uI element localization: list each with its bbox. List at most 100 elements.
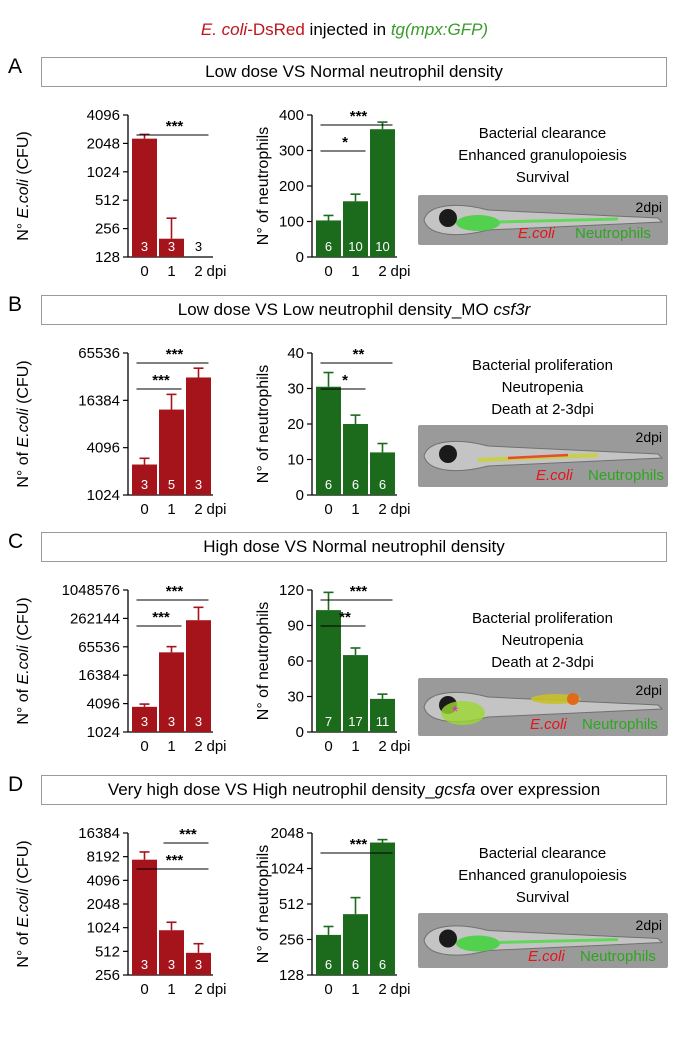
y-tick-label: 30	[287, 381, 304, 398]
n-label: 10	[348, 239, 362, 254]
panel-title-suffix: over expression	[475, 780, 601, 799]
panel-title-gene: csf3r	[493, 300, 531, 319]
bar	[186, 620, 211, 732]
neutrophil-signal	[497, 938, 619, 944]
y-tick-label: 200	[279, 178, 304, 195]
y-tick-label: 120	[279, 582, 304, 599]
bar	[132, 138, 157, 257]
n-label: 6	[352, 477, 359, 492]
note-line: Enhanced granulopoiesis	[458, 147, 627, 164]
y-tick-label: 20	[287, 416, 304, 433]
y-tick-label: 1024	[87, 724, 120, 741]
x-tick-label: 0	[140, 981, 148, 998]
n-label: 3	[195, 477, 202, 492]
x-tick-label: 1	[167, 981, 175, 998]
y-tick-label: 4096	[87, 872, 120, 889]
note-line: Bacterial proliferation	[472, 357, 613, 374]
n-label: 3	[141, 957, 148, 972]
y-tick-label: 40	[287, 345, 304, 362]
y-tick-label: 0	[296, 487, 304, 504]
bar	[132, 859, 157, 975]
bar	[316, 386, 341, 495]
n-label: 3	[168, 714, 175, 729]
n-label: 3	[195, 957, 202, 972]
panel-notes: Bacterial clearance Enhanced granulopoie…	[420, 843, 665, 909]
n-label: 6	[325, 239, 332, 254]
y-tick-label: 256	[95, 967, 120, 984]
n-label: 3	[195, 714, 202, 729]
n-label: 5	[168, 477, 175, 492]
n-label: 6	[379, 477, 386, 492]
y-tick-label: 16384	[78, 825, 120, 842]
y-tick-label: 1024	[271, 861, 304, 878]
ecoli-cfu-chart: 256 512 1024 2048 4096 8192 16384 N° of E.coli …	[15, 825, 227, 998]
y-tick-label: 0	[296, 724, 304, 741]
y-tick-label: 2048	[271, 825, 304, 842]
bar	[316, 934, 341, 975]
panel-label: D	[8, 773, 24, 796]
neutrophil-signal	[497, 217, 619, 224]
y-tick-label: 8192	[87, 849, 120, 866]
bar	[186, 952, 211, 975]
panel-title-text: High dose VS Normal neutrophil density	[203, 537, 505, 556]
panel-title: Low dose VS Low neutrophil density_MO cs…	[41, 295, 667, 325]
x-unit-label: dpi	[391, 981, 411, 998]
n-label: 17	[348, 714, 362, 729]
y-tick-label: 1048576	[62, 582, 120, 599]
x-tick-label: 1	[167, 263, 175, 280]
y-tick-label: 0	[296, 249, 304, 266]
figure-header: E. coli-DsRed injected in tg(mpx:GFP)	[0, 20, 689, 40]
n-label: 3	[141, 477, 148, 492]
note-line: Survival	[515, 889, 570, 906]
neutrophil-chart: 128 256 512 1024 2048 N° of neutrophils 6 0 6 1 6 2…	[255, 825, 411, 998]
bar	[343, 201, 368, 257]
n-label: 10	[375, 239, 389, 254]
bar	[159, 238, 184, 257]
y-tick-label: 128	[279, 967, 304, 984]
panel-label: A	[8, 55, 23, 78]
y-tick-label: 60	[287, 653, 304, 670]
significance-label: ***	[152, 609, 170, 626]
header-injected: injected in	[304, 20, 391, 39]
y-tick-label: 1024	[87, 487, 120, 504]
header-line: tg(mpx:GFP)	[390, 20, 489, 39]
y-axis-label: N° of neutrophils	[255, 845, 272, 963]
note-line: Survival	[515, 169, 570, 186]
significance-label: ***	[179, 826, 197, 843]
larva-image: * 2dpi E.coli Neutrophils	[418, 678, 668, 736]
larva-picture: *	[418, 678, 668, 736]
significance-label: ***	[350, 583, 368, 600]
y-axis-label: N° of E.coli (CFU)	[15, 360, 32, 487]
y-tick-label: 65536	[78, 639, 120, 656]
larva-image: 2dpi E.coli Neutrophils	[418, 913, 668, 968]
y-axis-label: N° E.coli (CFU)	[15, 131, 32, 241]
neutrophil-signal	[456, 935, 500, 952]
x-unit-label: dpi	[391, 263, 411, 280]
y-tick-label: 65536	[78, 345, 120, 362]
panel-title-text: Very high dose VS High neutrophil densit…	[107, 780, 435, 799]
fish-ecoli-label: E.coli	[536, 467, 573, 484]
x-tick-label: 1	[351, 263, 359, 280]
panel-title: High dose VS Normal neutrophil density	[41, 532, 667, 562]
y-axis-label: N° of E.coli (CFU)	[15, 597, 32, 724]
panel-title: Low dose VS Normal neutrophil density	[41, 57, 667, 87]
x-unit-label: dpi	[391, 738, 411, 755]
n-label: 6	[325, 477, 332, 492]
panel-title-text: Low dose VS Low neutrophil density_MO	[177, 300, 494, 319]
larva-eye	[439, 445, 457, 463]
n-label: 7	[325, 714, 332, 729]
y-tick-label: 256	[95, 221, 120, 238]
x-tick-label: 1	[351, 501, 359, 518]
larva-picture	[418, 195, 668, 245]
bar	[159, 652, 184, 732]
header-ecoli: E. coli	[200, 20, 248, 39]
y-tick-label: 90	[287, 618, 304, 635]
y-tick-label: 30	[287, 689, 304, 706]
x-tick-label: 2	[378, 738, 386, 755]
significance-label: **	[339, 609, 351, 626]
y-tick-label: 100	[279, 214, 304, 231]
x-tick-label: 0	[324, 263, 332, 280]
note-line: Enhanced granulopoiesis	[458, 867, 627, 884]
